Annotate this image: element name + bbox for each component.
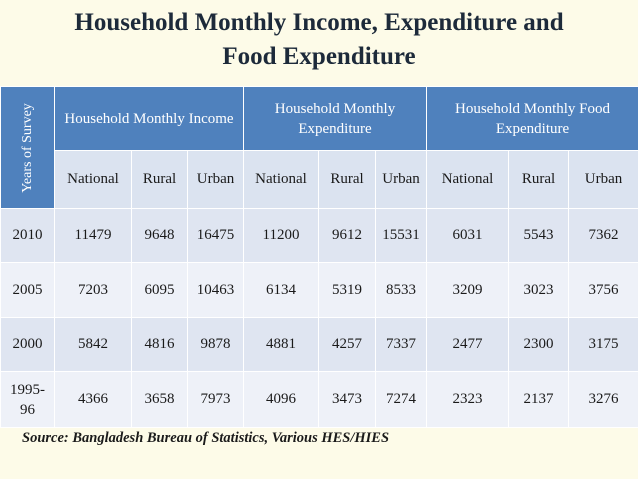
value-cell: 7274 — [374, 371, 428, 428]
subheader-rural: Rural — [318, 150, 376, 209]
subheader-national: National — [243, 150, 319, 209]
year-cell: 1995-96 — [0, 371, 55, 428]
value-cell: 3473 — [318, 371, 376, 428]
value-cell: 16475 — [187, 208, 244, 263]
value-cell: 8533 — [374, 262, 428, 318]
value-cell: 4096 — [243, 371, 319, 428]
value-cell: 2300 — [508, 317, 570, 372]
value-cell: 7973 — [187, 371, 244, 428]
value-cell: 4366 — [54, 371, 132, 428]
value-cell: 5842 — [54, 317, 132, 372]
table-row: 2010 11479 9648 16475 11200 9612 15531 6… — [0, 208, 638, 263]
subheader-national: National — [426, 150, 510, 209]
subheader-national: National — [54, 150, 132, 209]
value-cell: 2137 — [508, 371, 570, 428]
value-cell: 11200 — [243, 208, 319, 263]
source-note: Source: Bangladesh Bureau of Statistics,… — [22, 430, 390, 446]
group-header-food-expenditure: Household Monthly Food Expenditure — [426, 86, 638, 151]
value-cell: 9612 — [318, 208, 376, 263]
value-cell: 2477 — [426, 317, 510, 372]
value-cell: 4257 — [318, 317, 376, 372]
value-cell: 5319 — [318, 262, 376, 318]
table-row: 2005 7203 6095 10463 6134 5319 8533 3209… — [0, 262, 638, 318]
value-cell: 3658 — [131, 371, 188, 428]
subheader-rural: Rural — [131, 150, 188, 209]
subheader-rural: Rural — [508, 150, 570, 209]
group-header-row: Years of Survey Household Monthly Income… — [0, 86, 638, 209]
value-cell: 4881 — [243, 317, 319, 372]
value-cell: 7337 — [374, 317, 428, 372]
subheader-urban: Urban — [568, 150, 638, 209]
value-cell: 10463 — [187, 262, 244, 318]
value-cell: 6095 — [131, 262, 188, 318]
value-cell: 3276 — [568, 371, 638, 428]
value-cell: 3756 — [568, 262, 638, 318]
value-cell: 9878 — [187, 317, 244, 372]
value-cell: 3209 — [426, 262, 510, 318]
value-cell: 4816 — [131, 317, 188, 372]
subheader-row: National Rural Urban National Rural Urba… — [1, 150, 638, 209]
value-cell: 3023 — [508, 262, 570, 318]
data-table: Years of Survey Household Monthly Income… — [0, 86, 638, 428]
years-of-survey-header: Years of Survey — [0, 86, 55, 209]
value-cell: 7203 — [54, 262, 132, 318]
year-cell: 2000 — [0, 317, 55, 372]
value-cell: 3175 — [568, 317, 638, 372]
value-cell: 6134 — [243, 262, 319, 318]
table-row: 1995-96 4366 3658 7973 4096 3473 7274 23… — [0, 371, 638, 428]
table-row: 2000 5842 4816 9878 4881 4257 7337 2477 … — [0, 317, 638, 372]
value-cell: 7362 — [568, 208, 638, 263]
year-cell: 2010 — [0, 208, 55, 263]
value-cell: 11479 — [54, 208, 132, 263]
value-cell: 6031 — [426, 208, 510, 263]
value-cell: 15531 — [374, 208, 428, 263]
slide-title: Household Monthly Income, Expenditure an… — [0, 6, 638, 74]
years-of-survey-label: Years of Survey — [19, 102, 35, 193]
value-cell: 5543 — [508, 208, 570, 263]
subheader-urban: Urban — [187, 150, 244, 209]
value-cell: 9648 — [131, 208, 188, 263]
year-cell: 2005 — [0, 262, 55, 318]
value-cell: 2323 — [426, 371, 510, 428]
group-header-expenditure: Household Monthly Expenditure — [242, 86, 428, 151]
title-line-2: Food Expenditure — [222, 43, 416, 70]
subheader-urban: Urban — [374, 150, 428, 209]
title-line-1: Household Monthly Income, Expenditure an… — [74, 9, 564, 36]
group-header-income: Household Monthly Income — [54, 86, 244, 151]
